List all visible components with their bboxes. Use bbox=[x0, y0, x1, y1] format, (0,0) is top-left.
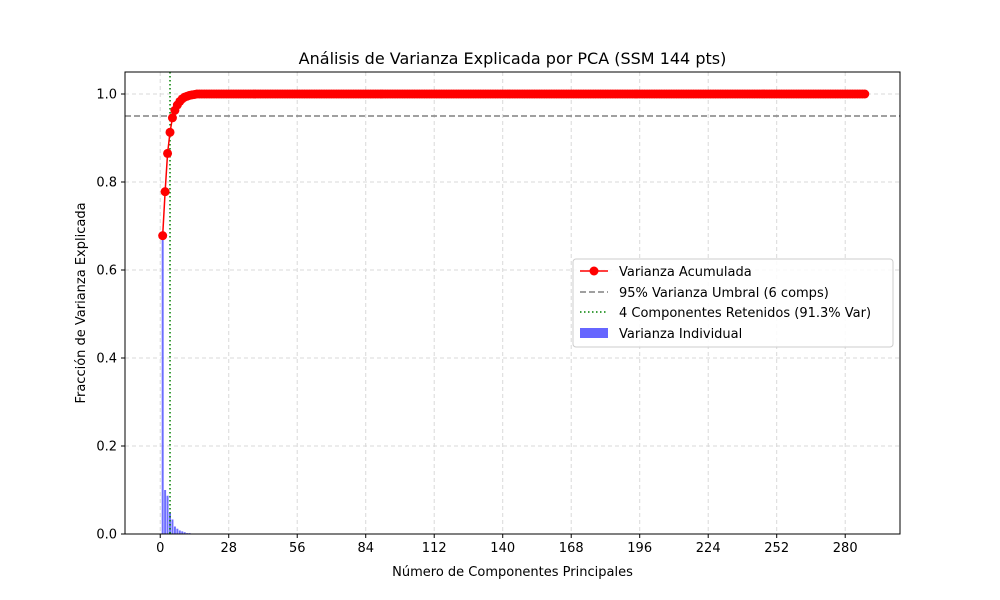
x-tick-label: 0 bbox=[156, 541, 164, 556]
x-tick-label: 224 bbox=[696, 541, 721, 556]
cumulative-variance-point bbox=[167, 113, 177, 123]
individual-variance-bar bbox=[166, 495, 169, 534]
x-tick-label: 168 bbox=[559, 541, 584, 556]
cumulative-variance-series bbox=[158, 89, 870, 241]
x-axis-ticks: 0 28 56 84 112 140 168 196 224 252 280 bbox=[156, 534, 858, 556]
individual-variance-bar bbox=[173, 526, 176, 534]
y-tick-label: 0.6 bbox=[96, 264, 117, 279]
chart-title: Análisis de Varianza Explicada por PCA (… bbox=[299, 49, 727, 68]
x-tick-label: 140 bbox=[490, 541, 515, 556]
plot-frame bbox=[124, 71, 901, 535]
individual-variance-bar bbox=[183, 532, 186, 534]
x-axis-label: Número de Componentes Principales bbox=[392, 565, 633, 580]
cumulative-variance-point bbox=[158, 231, 168, 241]
x-tick-label: 56 bbox=[289, 541, 306, 556]
individual-variance-bar bbox=[164, 490, 167, 534]
cumulative-variance-point bbox=[163, 148, 173, 158]
x-tick-label: 252 bbox=[764, 541, 789, 556]
y-axis-ticks: 0.0 0.2 0.4 0.6 0.8 1.0 bbox=[96, 88, 125, 543]
cumulative-variance-point bbox=[860, 89, 870, 99]
y-tick-label: 0.2 bbox=[96, 440, 117, 455]
legend-individual-label: Varianza Individual bbox=[619, 327, 742, 342]
cumulative-variance-point bbox=[165, 127, 175, 137]
individual-variance-bar bbox=[169, 512, 171, 534]
y-tick-label: 0.0 bbox=[96, 528, 117, 543]
individual-variance-bar bbox=[161, 235, 164, 534]
legend-retained-label: 4 Componentes Retenidos (91.3% Var) bbox=[619, 306, 871, 321]
individual-variance-bar bbox=[176, 528, 179, 534]
y-axis-label: Fracción de Varianza Explicada bbox=[74, 202, 89, 403]
x-tick-label: 84 bbox=[357, 541, 374, 556]
legend-individual-swatch bbox=[580, 328, 608, 338]
x-tick-label: 196 bbox=[627, 541, 652, 556]
legend-cumulative-label: Varianza Acumulada bbox=[619, 265, 752, 280]
individual-variance-bar bbox=[181, 531, 184, 534]
cumulative-variance-point bbox=[160, 187, 170, 197]
legend-cumulative-marker bbox=[589, 266, 599, 276]
legend: Varianza Acumulada 95% Varianza Umbral (… bbox=[572, 258, 894, 348]
x-tick-label: 280 bbox=[833, 541, 858, 556]
legend-box bbox=[572, 258, 894, 348]
y-tick-label: 1.0 bbox=[96, 88, 117, 103]
y-tick-label: 0.8 bbox=[96, 176, 117, 191]
reference-lines bbox=[125, 72, 900, 534]
x-tick-label: 112 bbox=[422, 541, 447, 556]
individual-variance-bar bbox=[178, 530, 181, 534]
y-tick-label: 0.4 bbox=[96, 352, 117, 367]
individual-variance-bar bbox=[171, 519, 174, 534]
x-tick-label: 28 bbox=[220, 541, 237, 556]
individual-variance-bars bbox=[161, 235, 196, 534]
legend-threshold-label: 95% Varianza Umbral (6 comps) bbox=[619, 286, 829, 301]
